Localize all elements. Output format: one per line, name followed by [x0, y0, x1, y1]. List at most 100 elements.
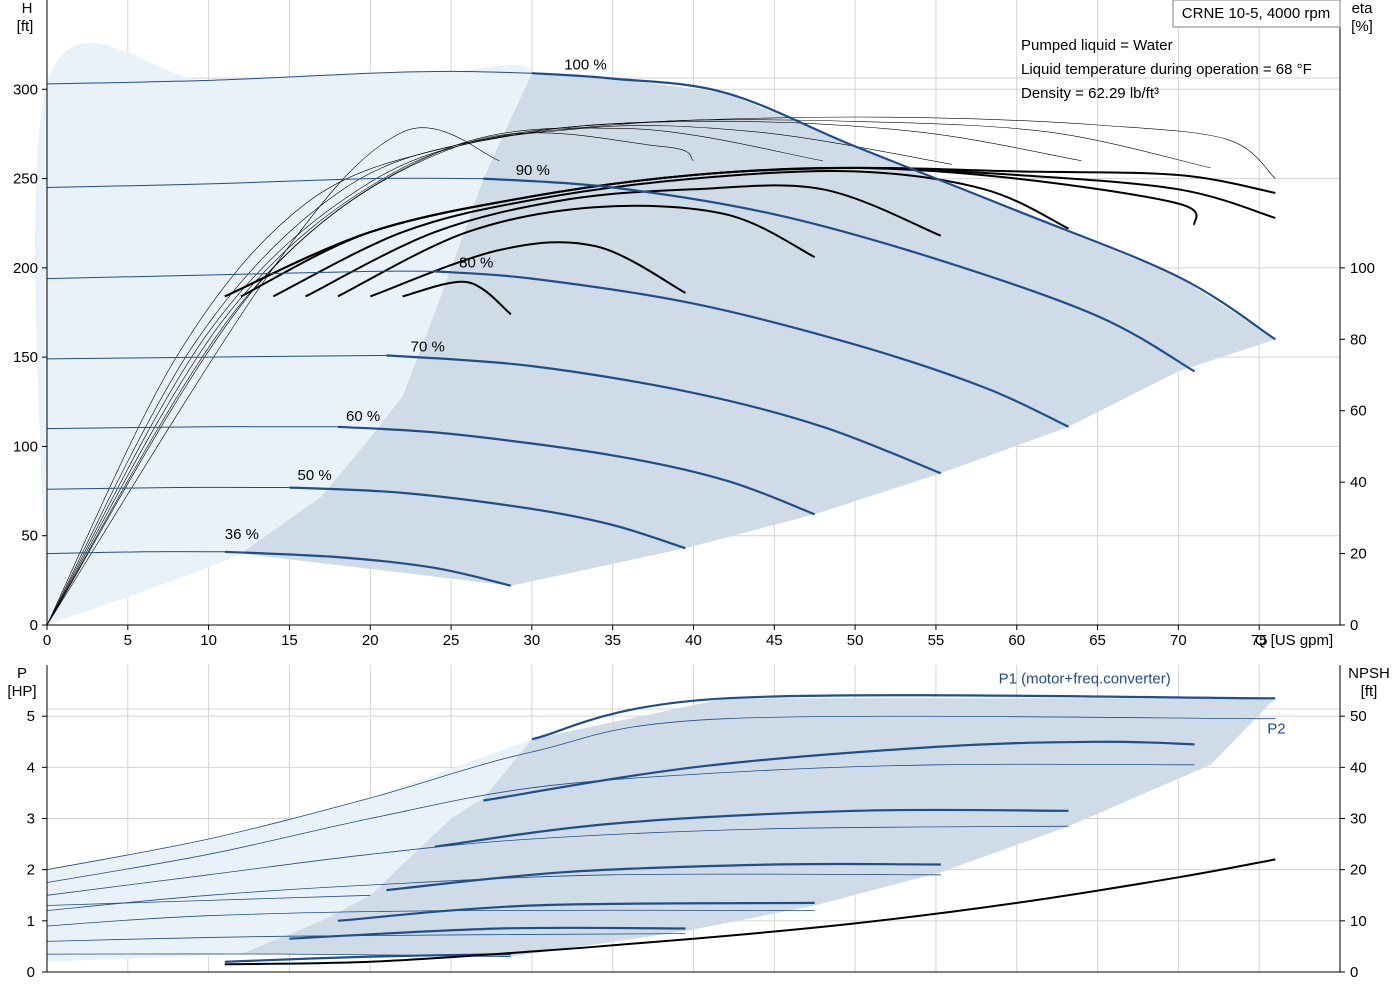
head-curve	[434, 270, 1069, 428]
tick-label-eta: 60	[1350, 403, 1367, 420]
tick-label-npsh: 20	[1350, 862, 1367, 879]
tick-label-power: 2	[27, 862, 35, 879]
tick-label-npsh: 30	[1350, 811, 1367, 828]
power-axis-unit: [HP]	[7, 683, 36, 700]
tick-label-power: 0	[27, 964, 35, 981]
efficiency-curve-thin	[46, 127, 823, 626]
tick-label-x: 20	[362, 632, 379, 649]
p2-curve-label: P2	[1267, 721, 1285, 738]
head-curve-extension	[46, 270, 435, 280]
tick-label-x: 45	[766, 632, 783, 649]
head-curve-label: 60 %	[346, 408, 380, 425]
head-curve-label: 100 %	[564, 56, 607, 73]
tick-label-x: 25	[443, 632, 460, 649]
efficiency-curve	[402, 280, 512, 316]
info-density: Density = 62.29 lb/ft³	[1021, 85, 1159, 102]
tick-label-head: 150	[13, 349, 38, 366]
tick-label-x: 70	[1170, 632, 1187, 649]
p1-curve	[483, 740, 1195, 802]
tick-label-head: 50	[21, 528, 38, 545]
head-curve	[337, 425, 816, 516]
tick-label-head: 200	[13, 260, 38, 277]
tick-label-npsh: 40	[1350, 759, 1367, 776]
head-curve-labels: 100 % 90 % 80 % 70 % 60 % 50 % 36 %	[225, 56, 607, 543]
tick-label-x: 75	[1251, 632, 1268, 649]
head-curves	[46, 70, 1276, 587]
p2-curve	[46, 909, 815, 927]
npsh-axis-label: NPSH	[1348, 665, 1390, 682]
tick-label-x: 60	[1008, 632, 1025, 649]
info-pumped-liquid: Pumped liquid = Water	[1021, 37, 1173, 54]
tick-label-x: 55	[928, 632, 945, 649]
p1-curve	[289, 926, 686, 940]
tick-label-npsh: 10	[1350, 913, 1367, 930]
head-curve-extension	[46, 486, 290, 490]
p1-curve	[434, 808, 1069, 848]
head-curve-extension	[46, 354, 387, 360]
tick-label-x: 5	[124, 632, 132, 649]
head-curve	[386, 354, 942, 475]
head-curve-extension	[46, 70, 532, 85]
p1-curve	[337, 901, 815, 922]
tick-label-head: 300	[13, 81, 38, 98]
head-curve-extension	[46, 177, 484, 188]
tick-label-x: 30	[524, 632, 541, 649]
power-axis-label: P	[17, 665, 27, 682]
tick-label-npsh: 0	[1350, 964, 1358, 981]
npsh-curve	[224, 858, 1276, 966]
p2-curve	[46, 933, 686, 942]
tick-label-head: 100	[13, 438, 38, 455]
power-extended-area	[47, 739, 532, 962]
tick-label-head: 0	[30, 617, 38, 634]
head-axis-unit: [ft]	[17, 18, 34, 35]
tick-label-x: 0	[43, 632, 51, 649]
head-axis-label: H	[22, 0, 33, 17]
p2-curve	[46, 873, 941, 911]
tick-label-x: 10	[200, 632, 217, 649]
tick-label-x: 35	[604, 632, 621, 649]
extended-range-area	[35, 43, 533, 626]
tick-label-npsh: 50	[1350, 708, 1367, 725]
npsh-axis-unit: [ft]	[1361, 683, 1378, 700]
p1-curve-extension	[46, 894, 371, 906]
efficiency-curve	[272, 169, 1069, 298]
power-operating-areas	[47, 698, 1276, 962]
tick-label-power: 1	[27, 913, 35, 930]
head-curve-label: 80 %	[459, 255, 493, 272]
tick-label-x: 50	[847, 632, 864, 649]
head-curve	[531, 72, 1276, 341]
efficiency-curve	[337, 204, 816, 298]
efficiency-curve-thin	[46, 125, 953, 626]
power-operating-area	[240, 698, 1276, 957]
efficiency-curve-thin	[46, 116, 1276, 626]
efficiency-curve	[305, 184, 942, 298]
head-tick-labels: 0 5 10 15 20 25 30 35 40 45 50 55 60 65 70 75 0 50 100 150 2…	[13, 81, 1375, 649]
p2-curve	[46, 825, 1069, 896]
eta-axis-unit: [%]	[1351, 18, 1373, 35]
efficiency-curve-thin	[46, 119, 1211, 626]
head-curve-label: 36 %	[225, 526, 259, 543]
head-curve	[483, 177, 1196, 373]
head-curve-extension	[46, 551, 225, 555]
efficiency-curve	[369, 241, 686, 298]
tick-label-eta: 0	[1350, 617, 1358, 634]
tick-label-eta: 20	[1350, 546, 1367, 563]
tick-label-eta: 100	[1350, 260, 1375, 277]
p2-curve	[46, 763, 1195, 883]
tick-label-x: 65	[1089, 632, 1106, 649]
flow-axis-label: Q [US gpm]	[1255, 632, 1333, 649]
head-curve-label: 70 %	[411, 339, 445, 356]
p1-curve	[531, 694, 1276, 741]
tick-label-power: 5	[27, 708, 35, 725]
tick-label-x: 40	[685, 632, 702, 649]
tick-label-power: 3	[27, 811, 35, 828]
tick-label-power: 4	[27, 759, 35, 776]
eta-axis-label: eta	[1352, 0, 1374, 17]
head-curve	[289, 486, 686, 550]
tick-label-eta: 40	[1350, 474, 1367, 491]
power-curves	[46, 694, 1276, 966]
info-liquid-temperature: Liquid temperature during operation = 68…	[1021, 61, 1312, 78]
efficiency-curve-thin	[46, 127, 500, 626]
